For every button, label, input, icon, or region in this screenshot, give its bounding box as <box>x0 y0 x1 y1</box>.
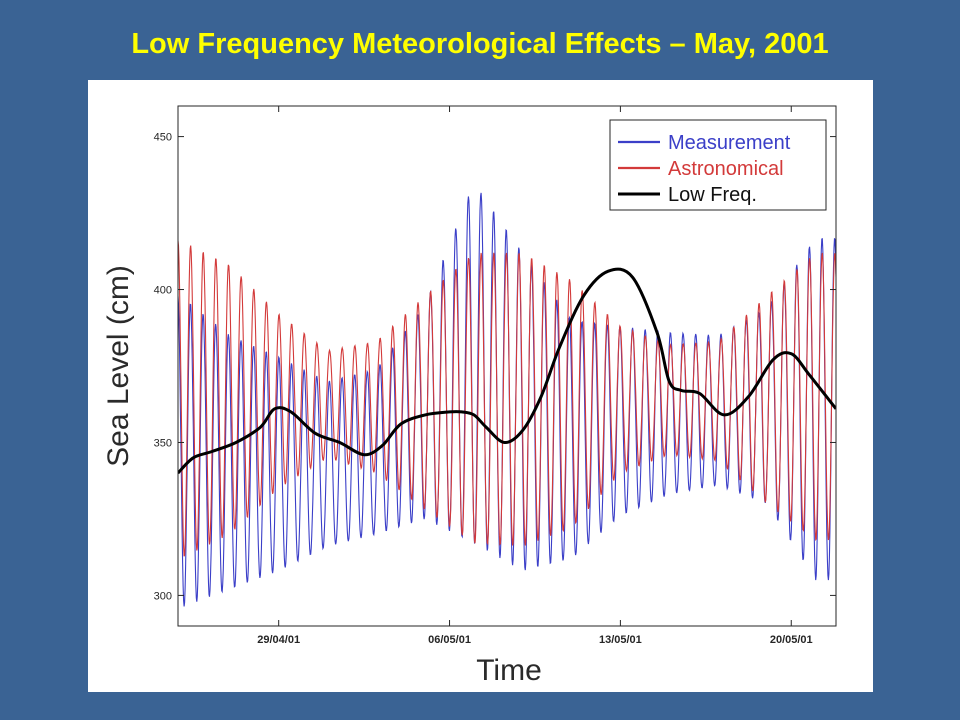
legend: Measurement Astronomical Low Freq. <box>609 119 827 211</box>
series-layer <box>178 192 836 607</box>
chart-panel: 300 350 400 450 29/04/01 06/05/01 13/05/01 20/… <box>88 80 873 692</box>
slide-title: Low Frequency Meteorological Effects – M… <box>131 28 829 60</box>
legend-label: Low Freq. <box>668 184 757 206</box>
x-tick-label: 20/05/01 <box>770 634 813 646</box>
y-axis: 300 350 400 450 <box>154 132 836 602</box>
sea-level-chart: 300 350 400 450 29/04/01 06/05/01 13/05/01 20/… <box>102 105 837 687</box>
x-tick-label: 29/04/01 <box>257 634 300 646</box>
y-tick-label: 450 <box>154 132 172 144</box>
x-axis: 29/04/01 06/05/01 13/05/01 20/05/01 <box>257 106 813 646</box>
legend-label: Measurement <box>668 132 791 154</box>
y-tick-label: 300 <box>154 590 172 602</box>
plot-frame <box>177 105 837 627</box>
series-line-measurement <box>178 192 836 607</box>
legend-label: Astronomical <box>668 158 784 180</box>
series-line-low-freq <box>178 267 836 475</box>
series-line-astronomical <box>178 240 836 557</box>
y-tick-label: 400 <box>154 285 172 297</box>
y-axis-label: Sea Level (cm) <box>102 265 135 467</box>
x-tick-label: 13/05/01 <box>599 634 642 646</box>
y-tick-label: 350 <box>154 437 172 449</box>
x-tick-label: 06/05/01 <box>428 634 471 646</box>
x-axis-label: Time <box>476 654 542 687</box>
